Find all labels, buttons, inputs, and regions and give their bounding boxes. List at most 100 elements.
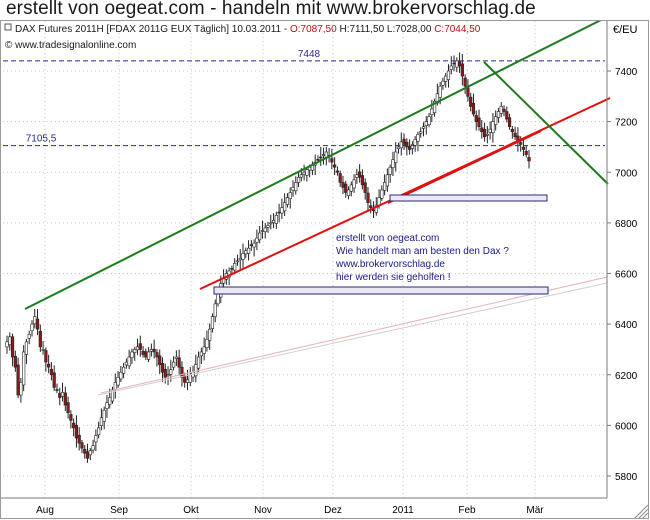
candle-body [213, 303, 217, 317]
candle-body [427, 116, 431, 126]
annotation-line-3: www.brokervorschlag.de [335, 259, 445, 270]
candle-body [438, 85, 442, 98]
candle-body [302, 171, 306, 175]
candle-body [344, 183, 348, 193]
candle-body [460, 63, 464, 77]
candle-body [5, 341, 9, 348]
highlight-box-upper[interactable] [389, 194, 548, 202]
y-tick-label: 6400 [615, 320, 638, 331]
candle-body [482, 129, 487, 138]
candle-body [205, 339, 209, 349]
candle-body [352, 179, 356, 189]
candle-body [496, 111, 501, 118]
level-label: 7105,5 [26, 134, 57, 145]
lower-channel-line [97, 282, 608, 396]
candle-body [271, 220, 276, 223]
candle-body [147, 351, 151, 360]
candle-body [241, 252, 245, 260]
x-tick-label: Aug [36, 505, 54, 516]
level-label: 7448 [298, 49, 321, 60]
candle-body [16, 364, 20, 396]
candle-body [346, 189, 351, 196]
candle-body [510, 128, 514, 133]
candle-body [335, 170, 340, 173]
candle-body [163, 368, 167, 378]
candle-body [430, 108, 434, 115]
candle-body [321, 154, 326, 156]
candle-body [477, 117, 481, 127]
candle-body [388, 166, 392, 175]
candle-body [474, 115, 478, 122]
candle-body [80, 442, 84, 449]
candle-body [35, 318, 40, 330]
y-tick-label: 7000 [615, 168, 638, 179]
candle-body [283, 202, 287, 212]
candle-body [160, 362, 165, 373]
candle-body [285, 197, 290, 205]
candle-body [24, 341, 29, 355]
candle-body [49, 368, 54, 376]
candle-body [274, 214, 278, 224]
candle-body [91, 445, 95, 451]
candle-body [41, 349, 45, 351]
candle-body [405, 141, 409, 148]
header-instrument: DAX Futures 2011H [FDAX 2011G EUX Täglic… [15, 24, 290, 35]
candle-body [269, 222, 273, 225]
candle-body [341, 182, 345, 188]
candle-body [471, 102, 476, 115]
candle-body [8, 336, 12, 346]
candle-body [383, 182, 387, 191]
candle-body [171, 361, 176, 368]
candle-body [185, 379, 190, 383]
candle-body [210, 316, 215, 329]
candle-body [233, 263, 237, 271]
candle-body [244, 250, 248, 255]
candle-body [291, 187, 295, 191]
candle-body [208, 328, 212, 341]
candle-body [77, 434, 81, 444]
candle-body [507, 117, 512, 127]
y-tick-label: 7400 [615, 67, 638, 78]
candle-body [396, 146, 401, 150]
svg-text:DAX Futures 2011H [FDAX 2011G: DAX Futures 2011H [FDAX 2011G EUX Täglic… [15, 24, 481, 35]
candle-body [488, 128, 492, 133]
header-open: O:7087,50 [290, 24, 337, 35]
candle-body [141, 350, 145, 355]
candle-body [371, 209, 376, 212]
candle-body [299, 174, 303, 178]
candle-body [177, 357, 181, 368]
banner-title: erstellt von oegeat.com - handeln mit ww… [6, 0, 536, 19]
annotation-line-1: erstellt von oegeat.com [336, 233, 439, 244]
candle-body [169, 369, 173, 375]
candle-body [60, 392, 65, 397]
candle-body [230, 268, 234, 270]
candle-body [288, 192, 292, 199]
candle-body [199, 351, 203, 357]
header-close: C:7044,50 [434, 24, 481, 35]
candle-body [127, 356, 131, 367]
candle-body [452, 62, 456, 65]
price-chart[interactable]: 7448 7105,5 7400 7200 7000 6800 6600 6400 6200 6… [1, 21, 650, 520]
resize-grip-icon[interactable] [634, 504, 649, 519]
candle-body [410, 144, 414, 149]
green-channel-upper[interactable] [24, 21, 607, 310]
green-down-line[interactable] [483, 61, 609, 185]
candle-body [505, 111, 509, 120]
candle-body [333, 164, 337, 168]
candle-body [363, 182, 367, 193]
candle-body [158, 355, 162, 365]
candle-body [94, 435, 98, 443]
candle-body [252, 242, 256, 248]
candle-body [466, 87, 470, 97]
candle-body [419, 131, 423, 134]
y-tick-label: 7200 [615, 118, 638, 129]
red-support-line-1[interactable] [199, 97, 611, 290]
candle-body [480, 127, 484, 133]
candle-body [416, 133, 420, 142]
candle-body [88, 450, 92, 456]
highlight-box-lower[interactable] [213, 286, 549, 295]
candle-body [380, 189, 384, 199]
red-support-line-2[interactable] [387, 130, 542, 204]
candle-body [524, 151, 528, 155]
candle-body [316, 158, 320, 161]
